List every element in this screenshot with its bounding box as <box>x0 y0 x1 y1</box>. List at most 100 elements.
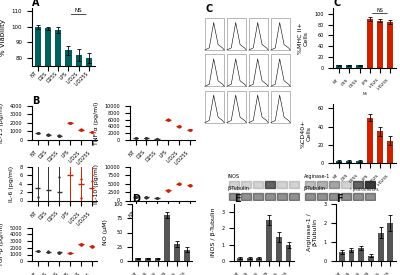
Bar <box>365 193 375 200</box>
Point <box>154 136 160 141</box>
Y-axis label: IL-13 (pg/ml): IL-13 (pg/ml) <box>0 103 4 143</box>
Point <box>56 134 62 138</box>
Bar <box>288 181 299 188</box>
Point <box>88 178 95 183</box>
Point <box>78 128 84 132</box>
Text: C: C <box>206 4 213 13</box>
Bar <box>317 181 327 188</box>
Point <box>176 182 182 186</box>
Point <box>78 128 84 132</box>
Point <box>34 131 41 135</box>
Point <box>154 196 160 200</box>
Bar <box>174 244 180 261</box>
Bar <box>336 161 342 164</box>
Point <box>176 124 182 128</box>
Bar <box>253 193 263 200</box>
Text: E: E <box>234 194 241 204</box>
Bar <box>305 181 315 188</box>
Point <box>45 133 52 137</box>
Y-axis label: IL-10 (pg/ml): IL-10 (pg/ml) <box>94 164 99 204</box>
Point <box>34 130 41 135</box>
Bar <box>205 18 224 50</box>
Bar <box>336 65 342 68</box>
Y-axis label: IL-6 (pg/ml): IL-6 (pg/ml) <box>8 166 14 202</box>
X-axis label: ** p<0.05 vs LPS: ** p<0.05 vs LPS <box>47 227 82 232</box>
Point <box>165 188 171 193</box>
Point <box>176 124 182 128</box>
Point <box>186 127 193 132</box>
Bar <box>86 58 92 182</box>
Y-axis label: % Viability: % Viability <box>0 18 6 56</box>
X-axis label: # p<0.05 vs control (NT)
* p<0.05 vs LPS: # p<0.05 vs control (NT) * p<0.05 vs LPS <box>137 227 188 236</box>
Point <box>165 188 171 193</box>
Point <box>132 136 139 140</box>
Point <box>78 88 84 93</box>
Point <box>67 121 73 125</box>
Point <box>67 231 73 235</box>
Point <box>165 117 171 122</box>
Bar <box>184 250 190 261</box>
Point <box>56 250 62 255</box>
Point <box>56 175 62 179</box>
Point <box>45 203 52 207</box>
Point <box>78 127 84 132</box>
Point <box>34 249 41 253</box>
Point <box>56 251 62 255</box>
Point <box>56 219 62 224</box>
Text: F: F <box>336 194 343 204</box>
Bar <box>387 141 393 164</box>
Point <box>45 218 52 222</box>
Point <box>154 137 160 141</box>
Point <box>45 250 52 254</box>
Point <box>154 196 160 200</box>
X-axis label: * p<0.05 vs LPS: * p<0.05 vs LPS <box>350 188 379 192</box>
Bar <box>227 54 246 86</box>
Point <box>67 153 73 157</box>
Point <box>154 137 160 141</box>
Point <box>78 128 84 132</box>
Bar <box>55 30 61 182</box>
Point <box>88 130 95 134</box>
Point <box>132 136 139 140</box>
Bar <box>276 193 287 200</box>
Point <box>56 250 62 255</box>
Text: Arginase-1: Arginase-1 <box>304 174 330 179</box>
Point <box>78 242 84 246</box>
Point <box>78 216 84 220</box>
Y-axis label: %CD40+
Cells: %CD40+ Cells <box>301 119 312 148</box>
Point <box>56 133 62 138</box>
Point <box>67 251 73 255</box>
Bar <box>329 181 339 188</box>
Point <box>165 188 171 193</box>
X-axis label: ** p<0.05 vs LPS: ** p<0.05 vs LPS <box>47 167 82 171</box>
Bar <box>271 91 290 123</box>
Point <box>67 121 73 125</box>
Bar <box>367 19 373 68</box>
Bar <box>358 248 364 261</box>
Point <box>143 195 150 200</box>
Point <box>67 238 73 242</box>
Point <box>132 195 139 199</box>
Point <box>88 224 95 228</box>
Point <box>154 196 160 200</box>
Point <box>154 137 160 141</box>
Point <box>132 136 139 140</box>
Point <box>45 249 52 254</box>
Point <box>34 249 41 253</box>
Point <box>45 249 52 254</box>
Bar <box>145 258 151 261</box>
Point <box>34 249 41 253</box>
Point <box>154 137 160 141</box>
Bar <box>346 161 352 164</box>
X-axis label: NS: NS <box>362 92 367 96</box>
Point <box>56 133 62 138</box>
Bar <box>135 258 141 261</box>
Point <box>132 195 139 199</box>
Point <box>176 181 182 185</box>
Point <box>56 133 62 138</box>
Point <box>143 136 150 141</box>
Point <box>165 118 171 122</box>
Bar <box>240 181 251 188</box>
Bar <box>339 252 345 261</box>
Bar <box>164 215 170 261</box>
